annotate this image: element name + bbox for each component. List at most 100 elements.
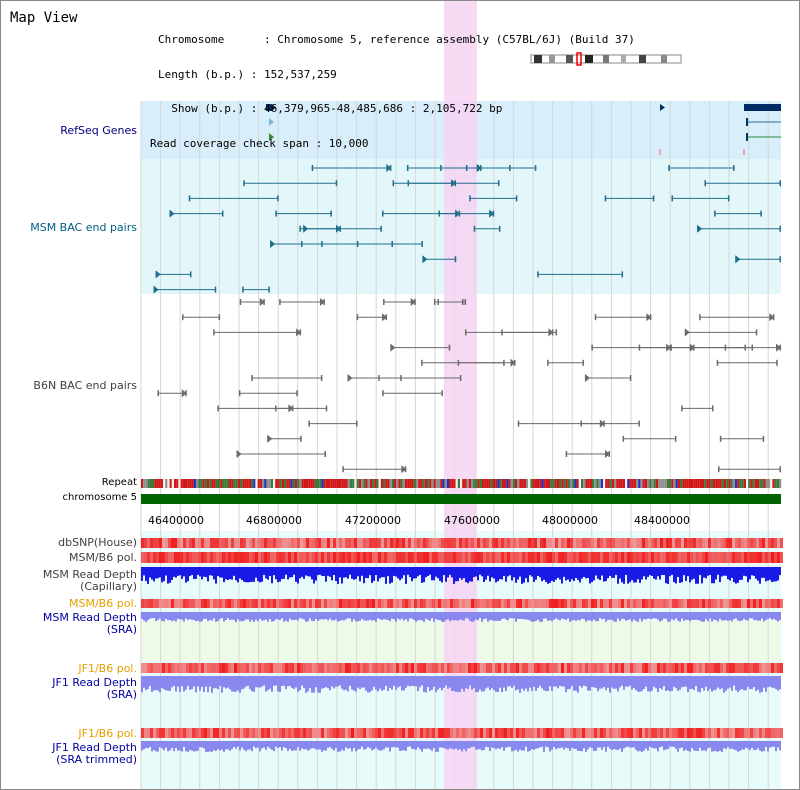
repeat-mark — [534, 479, 537, 488]
polymorphism-mark — [420, 728, 423, 738]
polymorphism-mark — [141, 663, 144, 673]
read-depth-bar — [267, 741, 269, 747]
read-depth-bar — [451, 741, 453, 749]
read-depth-bar — [577, 676, 579, 693]
read-depth-bar — [441, 612, 443, 622]
read-depth-bar — [451, 676, 453, 691]
track-label-chromosome[interactable]: chromosome 5 — [62, 492, 137, 503]
track-label-repeat[interactable]: Repeat — [101, 477, 137, 488]
track-label-msm-depth-capillary[interactable]: MSM Read Depth (Capillary) — [1, 569, 137, 593]
read-depth-bar — [499, 676, 501, 688]
bac-end-pair — [242, 286, 244, 293]
polymorphism-mark — [486, 728, 489, 738]
track-label-jf1-depth-trimmed[interactable]: JF1 Read Depth (SRA trimmed) — [1, 742, 137, 766]
bac-end-pair — [410, 298, 416, 306]
polymorphism-mark — [315, 663, 318, 673]
polymorphism-mark — [564, 599, 567, 608]
polymorphism-mark — [144, 728, 147, 738]
track-label-msm-pol-2[interactable]: MSM/B6 pol. — [69, 597, 137, 610]
read-depth-bar — [599, 612, 601, 619]
read-depth-bar — [195, 741, 197, 752]
track-label-jf1-pol-2[interactable]: JF1/B6 pol. — [78, 727, 137, 740]
polymorphism-mark — [369, 552, 372, 563]
read-depth-bar — [215, 567, 217, 584]
read-depth-bar — [231, 676, 233, 692]
read-depth-bar — [305, 612, 307, 622]
polymorphism-mark — [750, 538, 753, 548]
read-depth-bar — [535, 567, 537, 580]
polymorphism-mark — [480, 728, 483, 738]
read-depth-bar — [475, 612, 477, 620]
polymorphism-mark — [582, 552, 585, 563]
read-depth-bar — [291, 612, 293, 621]
polymorphism-mark — [150, 552, 153, 563]
repeat-mark — [759, 479, 762, 488]
read-depth-bar — [579, 676, 581, 687]
read-depth-bar — [505, 741, 507, 748]
read-depth-bar — [409, 676, 411, 687]
track-label-b6n-bac[interactable]: B6N BAC end pairs — [33, 379, 137, 392]
read-depth-bar — [653, 612, 655, 619]
polymorphism-mark — [495, 552, 498, 563]
read-depth-bar — [501, 612, 503, 620]
polymorphism-mark — [744, 538, 747, 548]
read-depth-bar — [621, 676, 623, 686]
polymorphism-mark — [777, 728, 780, 738]
bac-end-pair — [380, 225, 382, 232]
read-depth-bar — [611, 612, 613, 621]
polymorphism-mark — [477, 663, 480, 673]
track-label-dbsnp[interactable]: dbSNP(House) — [58, 536, 137, 549]
read-depth-bar — [357, 676, 359, 688]
track-label-msm-pol-1[interactable]: MSM/B6 pol. — [69, 551, 137, 564]
polymorphism-mark — [336, 663, 339, 673]
repeat-mark — [686, 479, 689, 488]
repeat-mark — [660, 479, 663, 488]
read-depth-bar — [211, 741, 213, 752]
repeat-mark — [512, 479, 515, 488]
read-depth-bar — [155, 567, 157, 579]
read-depth-bar — [763, 567, 765, 578]
track-label-msm-depth-capillary-line2: (Capillary) — [80, 580, 137, 593]
read-depth-bar — [609, 676, 611, 693]
read-depth-bar — [763, 741, 765, 752]
polymorphism-mark — [771, 538, 774, 548]
read-depth-bar — [245, 612, 247, 620]
read-depth-bar — [649, 612, 651, 619]
track-label-jf1-pol-1[interactable]: JF1/B6 pol. — [78, 662, 137, 675]
polymorphism-mark — [696, 663, 699, 673]
read-depth-bar — [421, 567, 423, 583]
polymorphism-mark — [252, 538, 255, 548]
polymorphism-mark — [774, 663, 777, 673]
track-label-msm-depth-sra[interactable]: MSM Read Depth (SRA) — [1, 612, 137, 636]
polymorphism-mark — [183, 663, 186, 673]
polymorphism-mark — [651, 552, 654, 563]
read-depth-bar — [737, 612, 739, 621]
repeat-mark — [310, 479, 313, 488]
read-depth-bar — [283, 567, 285, 579]
polymorphism-mark — [168, 599, 171, 608]
read-depth-bar — [545, 567, 547, 582]
track-label-msm-bac[interactable]: MSM BAC end pairs — [30, 221, 137, 234]
read-depth-bar — [639, 612, 641, 619]
polymorphism-mark — [459, 538, 462, 548]
track-label-refseq[interactable]: RefSeq Genes — [60, 124, 137, 137]
polymorphism-mark — [285, 538, 288, 548]
read-depth-bar — [609, 567, 611, 576]
read-depth-bar — [361, 741, 363, 747]
polymorphism-mark — [204, 599, 207, 608]
bac-end-pair — [303, 224, 309, 233]
polymorphism-mark — [213, 552, 216, 563]
bac-end-pair — [744, 344, 746, 351]
polymorphism-mark — [645, 663, 648, 673]
read-depth-bar — [463, 676, 465, 692]
repeat-mark — [193, 479, 196, 488]
polymorphism-mark — [489, 552, 492, 563]
read-depth-bar — [181, 741, 183, 752]
polymorphism-mark — [222, 552, 225, 563]
bac-end-pair — [646, 313, 652, 322]
read-depth-bar — [221, 676, 223, 693]
track-label-jf1-depth-sra[interactable]: JF1 Read Depth (SRA) — [1, 677, 137, 701]
repeat-mark — [202, 479, 205, 488]
polymorphism-mark — [324, 552, 327, 563]
